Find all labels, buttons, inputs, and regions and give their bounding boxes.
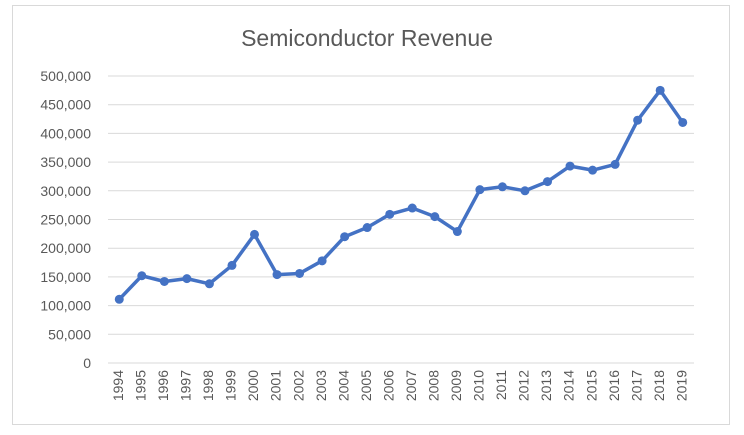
data-point [475, 185, 485, 195]
x-tick-label: 2017 [628, 370, 644, 401]
data-point [204, 279, 214, 289]
data-point [227, 260, 237, 270]
x-tick-label: 2015 [583, 370, 599, 401]
data-point [610, 159, 620, 169]
x-tick-label: 2018 [651, 370, 667, 401]
series-line [118, 88, 685, 301]
x-tick-label: 2016 [606, 370, 622, 401]
x-tick-label: 2008 [426, 370, 442, 401]
data-point [565, 161, 575, 171]
data-point [520, 186, 530, 196]
data-point [655, 85, 665, 95]
x-tick-label: 1994 [110, 370, 126, 401]
data-point [182, 274, 192, 284]
data-point [295, 268, 305, 278]
y-tick-label: 400,000 [40, 125, 91, 141]
y-tick-label: 350,000 [40, 154, 91, 170]
data-point [452, 227, 462, 237]
y-tick-label: 0 [83, 355, 91, 371]
x-tick-label: 1997 [178, 370, 194, 401]
x-tick-label: 2013 [538, 370, 554, 401]
data-point [362, 223, 372, 233]
x-tick-label: 2003 [313, 370, 329, 401]
data-point [250, 229, 259, 239]
data-point [159, 276, 169, 286]
x-tick-label: 2019 [673, 370, 689, 401]
data-point [317, 256, 327, 266]
x-tick-label: 2006 [380, 370, 396, 401]
x-tick-label: 2012 [516, 370, 532, 401]
y-tick-label: 50,000 [48, 326, 91, 342]
x-tick-label: 1995 [133, 370, 149, 401]
data-point [114, 294, 124, 304]
chart-title: Semiconductor Revenue [241, 25, 493, 51]
x-tick-label: 2009 [448, 370, 464, 401]
data-point [543, 177, 552, 187]
data-point [385, 209, 395, 219]
x-tick-label: 1996 [155, 370, 171, 401]
x-tick-label: 2010 [471, 370, 487, 401]
y-tick-label: 450,000 [40, 97, 91, 113]
data-point [407, 203, 417, 213]
y-tick-label: 500,000 [40, 68, 91, 84]
x-tick-label: 2011 [493, 370, 509, 400]
data-point [137, 271, 147, 281]
x-tick-label: 2000 [245, 370, 261, 401]
y-tick-label: 250,000 [40, 212, 91, 228]
x-tick-label: 2004 [335, 370, 351, 401]
x-tick-label: 2001 [268, 370, 284, 401]
y-tick-label: 200,000 [40, 240, 91, 256]
x-tick-label: 1998 [200, 370, 216, 401]
data-point [340, 232, 350, 242]
data-point [497, 182, 507, 192]
data-point [678, 117, 688, 127]
x-tick-label: 2005 [358, 370, 374, 401]
data-point [272, 270, 282, 280]
data-point [430, 212, 440, 222]
y-tick-label: 150,000 [40, 269, 91, 285]
data-point [633, 115, 643, 125]
data-point [588, 165, 598, 175]
x-tick-label: 2002 [290, 370, 306, 401]
y-tick-label: 300,000 [40, 183, 91, 199]
chart-area [12, 5, 730, 425]
y-tick-label: 100,000 [40, 298, 91, 314]
x-tick-label: 2007 [403, 370, 419, 401]
x-tick-label: 1999 [223, 370, 239, 401]
x-tick-label: 2014 [561, 370, 577, 401]
